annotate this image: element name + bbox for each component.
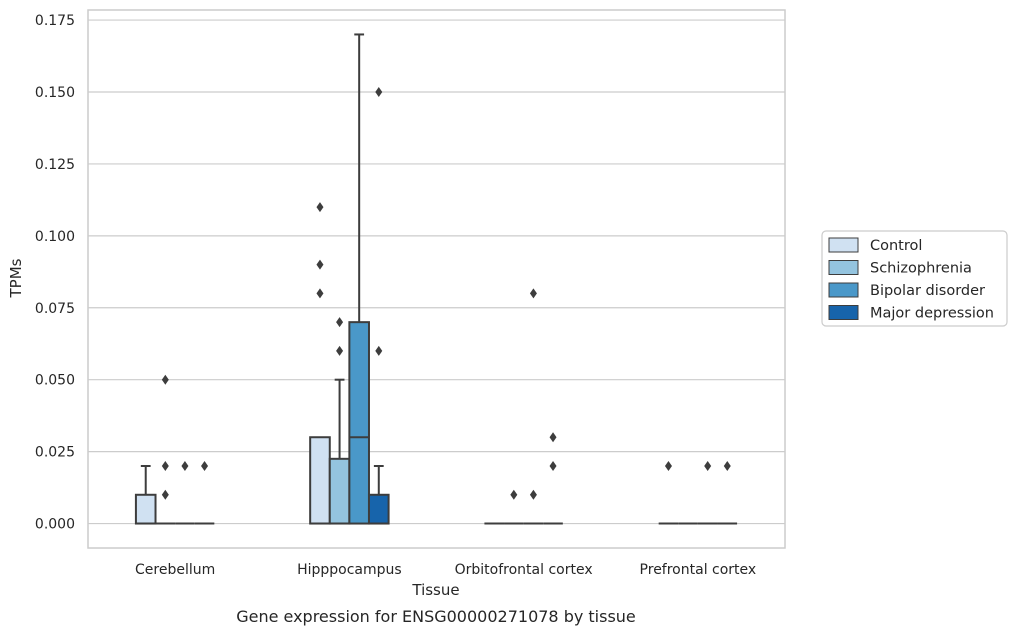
outlier-point	[549, 432, 557, 443]
box-0-3	[194, 461, 215, 525]
outlier-point	[161, 461, 169, 472]
box-3-0	[658, 461, 679, 525]
outlier-point	[336, 345, 344, 356]
y-tick-label: 0.100	[35, 229, 75, 245]
box-0-0	[134, 465, 157, 525]
legend-swatch	[828, 305, 859, 320]
outlier-point	[375, 345, 383, 356]
box-body	[328, 457, 351, 525]
box-0-2	[175, 461, 195, 525]
box-2-3	[543, 432, 563, 525]
legend-entry-label: Schizophrenia	[870, 261, 972, 277]
y-tick-label: 0.150	[35, 85, 75, 101]
x-tick-label: Cerebellum	[135, 562, 215, 578]
outlier-point	[704, 461, 712, 472]
outlier-point	[336, 317, 344, 328]
legend-swatch	[828, 260, 859, 275]
box-1-2	[348, 33, 370, 525]
box-3-2	[697, 461, 718, 525]
x-tick-label: Hipppocampus	[297, 562, 402, 578]
box-layer	[134, 33, 738, 525]
chart-caption: Gene expression for ENSG00000271078 by t…	[236, 607, 636, 626]
legend-entry-label: Control	[870, 238, 922, 254]
outlier-point	[723, 461, 731, 472]
outlier-point	[529, 288, 537, 299]
y-tick-label: 0.175	[35, 13, 75, 29]
legend-entry-label: Major depression	[870, 306, 994, 322]
box-3-3	[717, 461, 738, 525]
box-2-1	[504, 489, 524, 525]
y-tick-label: 0.050	[35, 373, 75, 389]
outlier-point	[316, 202, 324, 213]
box-body	[348, 321, 370, 525]
axis-layer: 0.000 0.025 0.050 0.075 0.100 0.125 0.150 0.175…	[35, 9, 786, 578]
outlier-point	[161, 489, 169, 500]
outlier-point	[316, 259, 324, 270]
y-tick-label: 0.000	[35, 517, 75, 533]
box-2-2	[523, 288, 544, 525]
outlier-point	[664, 461, 672, 472]
box-0-1	[155, 374, 176, 525]
box-1-3	[367, 86, 390, 525]
outlier-point	[375, 86, 383, 97]
outlier-point	[181, 461, 189, 472]
y-tick-label: 0.075	[35, 301, 75, 317]
outlier-point	[529, 489, 537, 500]
y-tick-label: 0.025	[35, 445, 75, 461]
box-1-1	[328, 317, 351, 525]
y-axis-label: TPMs	[7, 258, 25, 298]
box-1-0	[309, 202, 331, 525]
y-tick-label: 0.125	[35, 157, 75, 173]
legend-swatch	[828, 282, 859, 298]
x-tick-label: Prefrontal cortex	[640, 562, 757, 578]
legend-entry-label: Bipolar disorder	[870, 283, 985, 299]
box-body	[309, 436, 331, 525]
outlier-point	[316, 288, 324, 299]
outlier-point	[201, 461, 209, 472]
legend: Control Schizophrenia Bipolar disorder Majo…	[821, 230, 1008, 327]
legend-swatch	[828, 237, 859, 253]
legend-frame	[821, 230, 1008, 327]
box-body	[367, 493, 390, 525]
x-axis-label: Tissue	[411, 581, 459, 599]
outlier-point	[549, 461, 557, 472]
outlier-point	[510, 489, 518, 500]
outlier-point	[161, 374, 169, 385]
box-body	[134, 493, 157, 525]
plot-frame	[87, 9, 786, 549]
grid-layer	[88, 19, 785, 525]
x-tick-label: Orbitofrontal cortex	[455, 562, 593, 578]
